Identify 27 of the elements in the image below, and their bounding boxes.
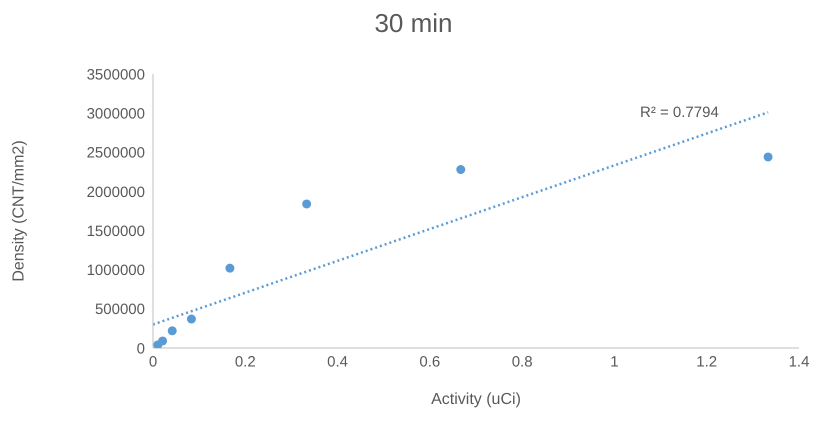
y-tick-label: 1500000 — [86, 222, 145, 240]
chart-title: 30 min — [373, 8, 454, 39]
point — [302, 199, 312, 208]
x-tick-label: 1 — [610, 354, 619, 371]
y-tick-label: 2500000 — [86, 144, 145, 162]
x-axis-title: Activity (uCi) — [431, 391, 521, 408]
point — [764, 152, 773, 162]
x-tick-label: 0.6 — [419, 354, 440, 371]
x-tick-label: 0 — [148, 354, 158, 371]
y-tick-label: 500000 — [94, 301, 145, 318]
annotation: R² = 0.7794 — [640, 104, 719, 121]
point — [153, 340, 162, 348]
y-tick-label: 0 — [136, 340, 145, 358]
point — [168, 326, 177, 336]
point — [456, 165, 466, 174]
point — [186, 314, 196, 324]
y-tick-label: 3500000 — [86, 66, 145, 84]
point — [225, 264, 234, 273]
y-tick-label: 1000000 — [86, 262, 145, 280]
x-tick-label: 0.8 — [512, 354, 533, 371]
y-tick-label: 2000000 — [86, 184, 145, 201]
x-tick-label: 1.4 — [788, 354, 810, 371]
y-axis-title: Density (CNT/mm2) — [10, 140, 28, 282]
y-tick-label: 3000000 — [86, 105, 145, 122]
x-tick-label: 0.2 — [234, 354, 256, 371]
x-tick-label: 1.2 — [696, 354, 718, 371]
x-tick-label: 0.4 — [327, 354, 348, 371]
